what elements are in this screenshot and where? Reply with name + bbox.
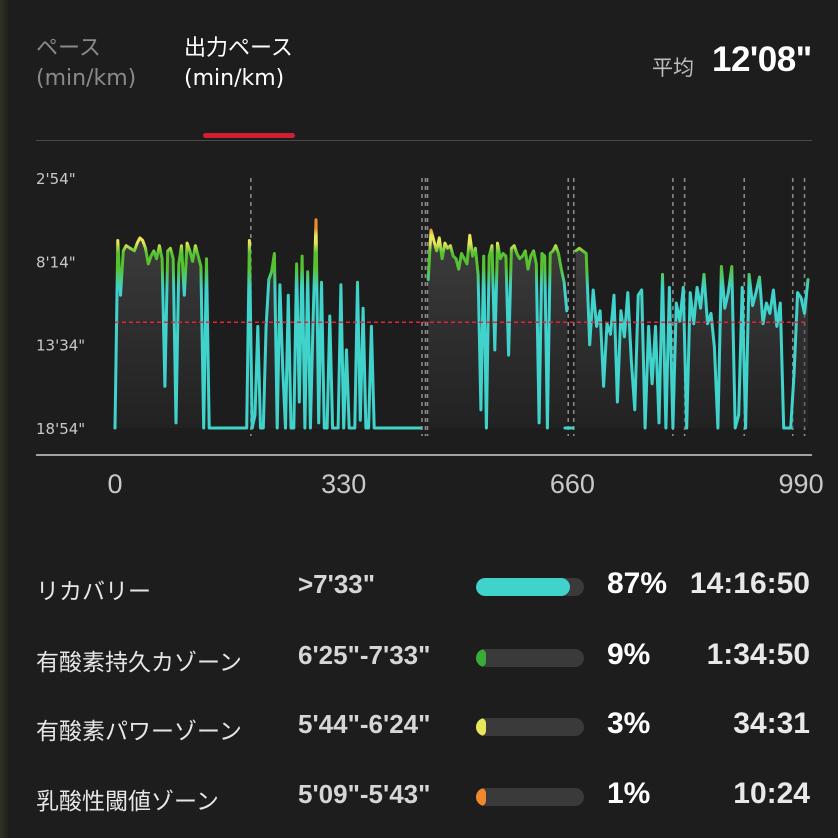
average-label: 平均	[652, 52, 694, 82]
zone-row: 有酸素持久カゾーン 6'25"-7'33" 9% 1:34:50	[0, 637, 838, 677]
zone-bar-fill	[476, 649, 486, 667]
zone-row: 乳酸性閾値ゾーン 5'09"-5'43" 1% 10:24	[0, 776, 838, 816]
zone-range: 5'09"-5'43"	[298, 779, 430, 810]
zone-range: >7'33"	[298, 569, 375, 600]
zone-name: 乳酸性閾値ゾーン	[36, 782, 219, 816]
zone-percent: 1%	[607, 777, 650, 811]
average-value: 12'08"	[712, 40, 812, 80]
zone-percent: 87%	[607, 567, 667, 601]
tab-pace-unit: (min/km)	[36, 64, 136, 94]
y-tick-label: 13'34"	[36, 337, 85, 355]
y-tick-label: 8'14"	[36, 253, 76, 271]
zone-time: 14:16:50	[690, 567, 810, 601]
zone-bar-track	[476, 788, 584, 806]
x-tick-label: 660	[550, 469, 595, 499]
zone-percent: 3%	[607, 707, 650, 741]
zone-time: 34:31	[733, 707, 810, 741]
tab-pace-label: ペース	[36, 34, 136, 64]
zone-percent: 9%	[607, 638, 650, 672]
zone-name: 有酸素パワーゾーン	[36, 712, 242, 746]
tab-pace[interactable]: ペース (min/km)	[36, 34, 136, 94]
zone-row: リカバリー >7'33" 87% 14:16:50	[0, 566, 838, 606]
header-divider	[36, 140, 812, 141]
x-tick-label: 0	[107, 469, 122, 499]
tab-power-pace[interactable]: 出力ペース (min/km)	[184, 34, 293, 94]
x-tick-label: 330	[321, 469, 366, 499]
series-area	[576, 248, 808, 428]
active-tab-indicator	[203, 133, 295, 138]
zone-range: 6'25"-7'33"	[298, 640, 430, 671]
zone-name: 有酸素持久カゾーン	[36, 643, 242, 677]
zone-bar-fill	[476, 718, 486, 736]
y-tick-label: 2'54"	[36, 170, 76, 188]
zone-time: 10:24	[733, 777, 810, 811]
zone-bar-track	[476, 578, 584, 596]
tab-power-pace-label: 出力ペース	[184, 34, 293, 64]
zone-row: 有酸素パワーゾーン 5'44"-6'24" 3% 34:31	[0, 706, 838, 746]
x-tick-label: 990	[779, 469, 824, 499]
zone-bar-fill	[476, 578, 570, 596]
zone-time: 1:34:50	[707, 638, 810, 672]
zone-range: 5'44"-6'24"	[298, 709, 430, 740]
zone-name: リカバリー	[36, 572, 151, 606]
zone-bar-fill	[476, 788, 486, 806]
power-pace-chart[interactable]: 2'54" 8'14" 13'34" 18'54" 0 330 660 990	[0, 150, 838, 510]
zone-bar-track	[476, 718, 584, 736]
zone-bar-track	[476, 649, 584, 667]
tab-power-pace-unit: (min/km)	[184, 64, 293, 94]
y-tick-label: 18'54"	[36, 420, 85, 438]
